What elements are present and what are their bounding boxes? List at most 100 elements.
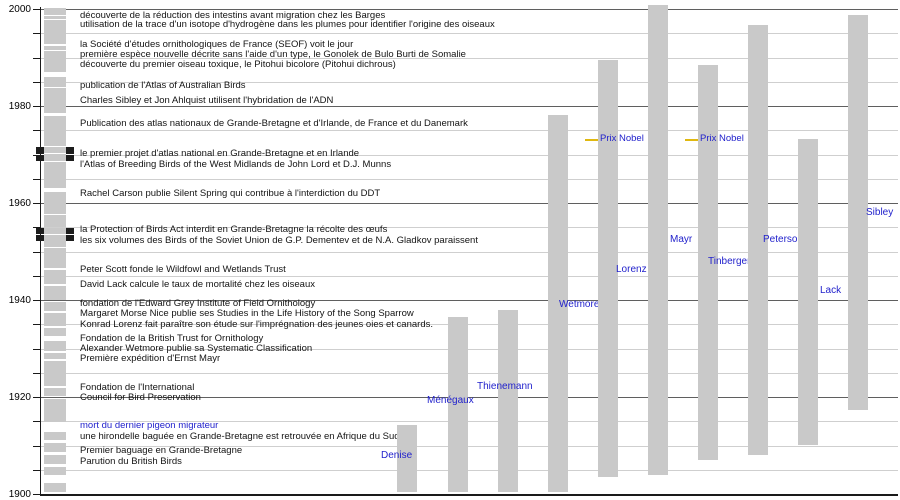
nobel-label-tinbergen[interactable]: Prix Nobel: [700, 133, 744, 144]
event-text: Première expédition d'Ernst Mayr: [80, 353, 221, 364]
lifespan-bar-lack: [797, 139, 818, 445]
major-gridline-2000: [40, 9, 898, 10]
event-text: Publication des atlas nationaux de Grand…: [80, 118, 468, 129]
person-label-sibley[interactable]: Sibley: [866, 207, 894, 218]
major-gridline-1920: [40, 397, 898, 398]
event-text: la Société d'études ornithologiques de F…: [80, 39, 354, 50]
event-column-segment: [44, 388, 66, 396]
y-axis-tick-1940: [33, 300, 40, 301]
lifespan-bar-ménégaux: [448, 317, 468, 492]
event-marker-left: [36, 154, 44, 161]
y-axis-tick-1910: [33, 445, 40, 447]
event-text: l'Atlas of Breeding Birds of the West Mi…: [80, 158, 392, 170]
event-text: publication de l'Atlas of Australian Bir…: [80, 80, 246, 91]
minor-gridline-1915: [40, 421, 898, 423]
lifespan-bar-denise: [397, 425, 417, 492]
event-column-segment: [44, 443, 66, 452]
lifespan-bar-peterson: [747, 25, 768, 455]
event-column-segment: [44, 154, 66, 161]
event-column-segment: [44, 162, 66, 188]
person-label-thienemann[interactable]: Thienemann: [477, 381, 533, 392]
event-column-segment: [44, 313, 66, 326]
minor-gridline-1925: [40, 372, 898, 374]
person-label-ménégaux[interactable]: Ménégaux: [427, 395, 474, 406]
minor-gridline-1930: [40, 348, 898, 350]
event-text: découverte de la réduction des intestins…: [80, 9, 386, 21]
event-column-segment: [44, 353, 66, 359]
event-marker-right: [66, 147, 74, 154]
event-text: découverte du premier oiseau toxique, le…: [80, 59, 396, 70]
minor-gridline-1985: [40, 81, 898, 83]
event-column-segment: [44, 270, 66, 284]
y-axis-tick-1900: [33, 494, 40, 495]
lifespan-bar-lorenz: [598, 60, 618, 477]
minor-gridline-1965: [40, 178, 898, 180]
event-column-segment: [44, 192, 66, 214]
event-text: fondation de l'Edward Grey Institute of …: [80, 298, 316, 309]
event-column-segment: [44, 51, 66, 72]
y-axis-label-1920: 1920: [8, 392, 31, 403]
event-text: David Lack calcule le taux de mortalité …: [80, 279, 315, 290]
lifespan-bar-sibley: [848, 15, 868, 410]
y-axis-tick-1915: [33, 421, 40, 423]
minor-gridline-1990: [40, 57, 898, 59]
event-column-segment: [44, 8, 66, 15]
event-marker-left: [36, 228, 44, 234]
major-gridline-1940: [40, 300, 898, 301]
event-column-segment: [44, 215, 66, 227]
event-column-segment: [44, 16, 66, 19]
event-column-segment: [44, 46, 66, 50]
lifespan-bar-wetmore: [547, 115, 568, 492]
minor-gridline-1910: [40, 445, 898, 447]
minor-gridline-1975: [40, 130, 898, 132]
event-column-segment: [44, 302, 66, 311]
person-label-tinbergen[interactable]: Tinbergen: [708, 256, 753, 267]
person-label-mayr[interactable]: Mayr: [670, 234, 693, 245]
event-text: Fondation de l'International: [80, 382, 195, 393]
event-text: Margaret Morse Nice publie ses Studies i…: [80, 308, 414, 319]
nobel-label-lorenz[interactable]: Prix Nobel: [600, 133, 644, 144]
event-column-segment: [44, 341, 66, 351]
event-text: Parution du British Birds: [80, 456, 182, 467]
event-text: Charles Sibley et Jon Ahlquist utilisent…: [80, 95, 334, 106]
minor-gridline-1945: [40, 275, 898, 277]
event-link-text[interactable]: mort du dernier pigeon migrateur: [80, 420, 219, 431]
minor-gridline-1970: [40, 154, 898, 156]
event-marker-right: [66, 228, 74, 234]
y-axis-tick-1950: [33, 251, 40, 253]
event-text: Konrad Lorenz fait paraître son étude su…: [80, 318, 433, 330]
event-text: Fondation de la British Trust for Ornith…: [80, 333, 264, 344]
minor-gridline-1950: [40, 251, 898, 253]
y-axis-label-1900: 1900: [8, 489, 31, 500]
y-axis-tick-2000: [33, 9, 40, 10]
event-text: première espèce nouvelle décrite sans l'…: [80, 49, 466, 60]
major-gridline-1960: [40, 203, 898, 204]
baseline-1900: [40, 494, 898, 496]
event-column-segment: [44, 147, 66, 153]
person-label-peterson[interactable]: Peterson: [763, 234, 804, 245]
event-text: Premier baguage en Grande-Bretagne: [80, 445, 243, 456]
y-axis-tick-1975: [33, 130, 40, 132]
event-column-segment: [44, 467, 66, 475]
person-label-lorenz[interactable]: Lorenz: [616, 264, 647, 275]
event-column-segment: [44, 361, 66, 386]
y-axis-tick-1990: [33, 57, 40, 59]
event-marker-right: [66, 235, 74, 241]
event-text: une hirondelle baguée en Grande-Bretagne…: [80, 430, 403, 442]
lifespan-bar-tinbergen: [698, 65, 718, 460]
person-label-wetmore[interactable]: Wetmore: [559, 299, 600, 310]
event-text: Rachel Carson publie Silent Spring qui c…: [80, 188, 381, 199]
event-column-segment: [44, 228, 66, 234]
y-axis-tick-1905: [33, 469, 40, 471]
event-column-segment: [44, 455, 66, 464]
person-label-denise[interactable]: Denise: [381, 450, 413, 461]
event-column-segment: [44, 116, 66, 146]
y-axis-line: [40, 7, 41, 496]
event-marker-left: [36, 147, 44, 154]
lifespan-bar-thienemann: [498, 310, 518, 492]
person-label-lack[interactable]: Lack: [820, 285, 842, 296]
y-axis-tick-1955: [33, 227, 40, 229]
event-text: Peter Scott fonde le Wildfowl and Wetlan…: [80, 264, 286, 275]
y-axis-label-1980: 1980: [8, 101, 31, 112]
event-marker-left: [36, 235, 44, 241]
